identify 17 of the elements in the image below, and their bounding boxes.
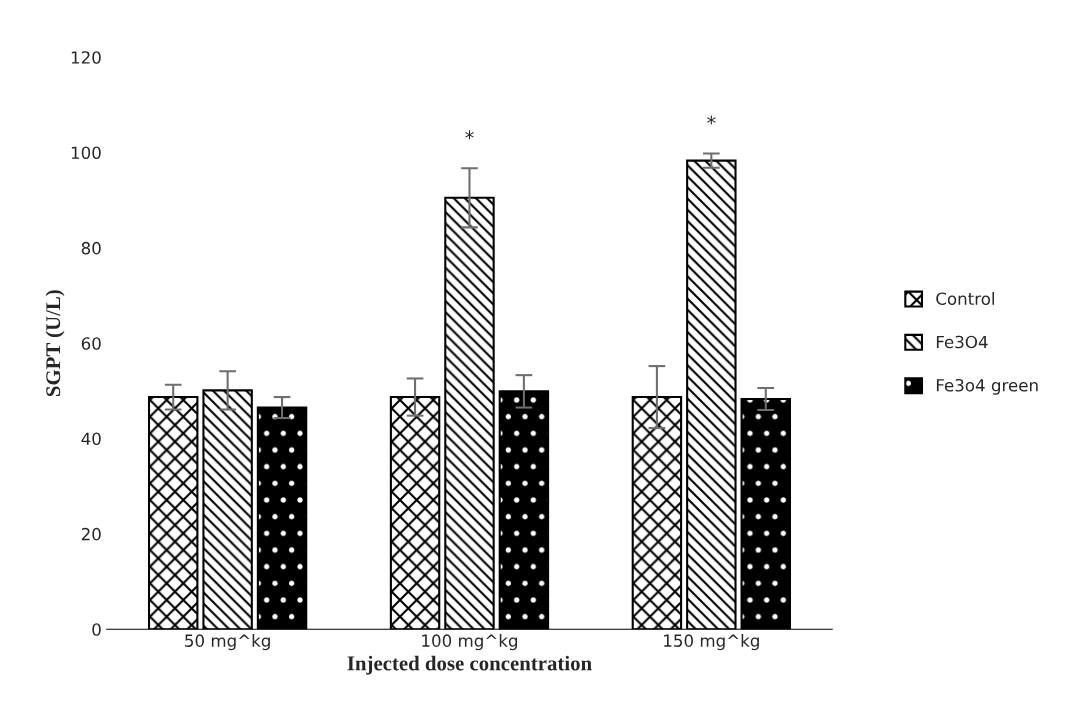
legend-label: Fe3o4 green bbox=[936, 378, 1038, 395]
y-tick-label: 0 bbox=[92, 623, 101, 636]
y-axis-title: SGPT (U/L) bbox=[45, 290, 65, 397]
y-tick-label: 20 bbox=[81, 527, 101, 541]
y-tick-label: 40 bbox=[81, 432, 101, 446]
annotation: * bbox=[707, 115, 716, 125]
x-axis-title: Injected dose concentration bbox=[347, 655, 592, 675]
legend-label: Control bbox=[936, 292, 994, 305]
x-tick-label: 100 mg^kg bbox=[422, 634, 518, 651]
y-tick-label: 60 bbox=[81, 337, 101, 350]
x-tick-label: 50 mg^kg bbox=[185, 634, 270, 651]
x-tick-label: 150 mg^kg bbox=[664, 634, 759, 651]
y-tick-label: 120 bbox=[71, 51, 101, 64]
y-tick-label: 80 bbox=[81, 241, 101, 255]
y-tick-label: 100 bbox=[71, 146, 101, 160]
legend-label: Fe3O4 bbox=[936, 335, 988, 349]
annotation: * bbox=[465, 130, 474, 140]
